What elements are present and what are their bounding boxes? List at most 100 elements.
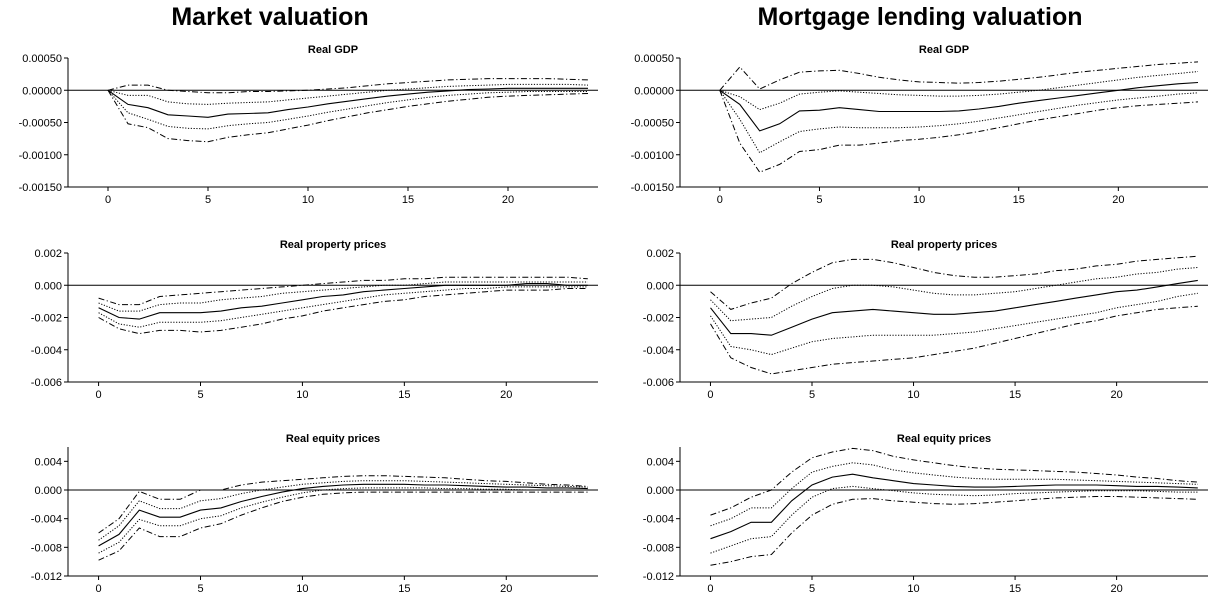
chart-panel-2: Real GDP 0.00050 0.00000 -0.00050 -0.00100 -0…: [631, 44, 1208, 206]
y-tick-label: 0.004: [34, 456, 62, 468]
x-tick-label: 10: [296, 389, 308, 401]
chart-panel-4: Real property prices 0.002 0.000 -0.002 -0.0…: [643, 239, 1208, 401]
series-upper-inner: [710, 462, 1198, 527]
series-lower-inner: [98, 487, 588, 554]
x-tick-label: 5: [205, 194, 211, 206]
y-tick-label: -0.004: [31, 345, 62, 357]
x-tick-label: 20: [500, 389, 512, 401]
series-upper-inner: [710, 267, 1198, 322]
x-tick-label: 15: [1013, 194, 1025, 206]
x-tick-label: 10: [907, 583, 919, 595]
column-title-left: Market valuation: [171, 3, 369, 31]
series-lower-outer: [710, 305, 1198, 375]
x-tick-label: 10: [907, 389, 919, 401]
series-upper-inner: [107, 83, 589, 105]
y-tick-label: 0.000: [646, 280, 674, 292]
series-estimate: [107, 87, 588, 118]
y-tick-label: -0.002: [643, 313, 674, 325]
x-tick-label: 0: [707, 389, 713, 401]
x-tick-label: 0: [96, 583, 102, 595]
series-upper-inner: [719, 71, 1199, 111]
x-tick-label: 20: [500, 583, 512, 595]
x-tick-label: 10: [296, 583, 308, 595]
x-tick-label: 20: [1110, 583, 1122, 595]
panel-title: Real GDP: [919, 44, 969, 56]
series-lower-inner: [107, 89, 588, 130]
series-lower-outer: [98, 491, 588, 561]
y-tick-label: -0.00100: [19, 150, 62, 162]
x-tick-label: 5: [197, 583, 203, 595]
panel-title: Real GDP: [308, 44, 358, 56]
series-lower-inner: [98, 286, 588, 328]
panel-title: Real equity prices: [286, 433, 380, 445]
y-tick-label: 0.00050: [634, 53, 674, 65]
y-tick-label: -0.012: [31, 571, 62, 583]
series-lower-inner: [710, 485, 1198, 554]
series-upper-outer: [98, 475, 588, 534]
x-tick-label: 15: [398, 583, 410, 595]
x-tick-label: 15: [1009, 583, 1021, 595]
chart-panel-3: Real property prices 0.002 0.000 -0.002 -0.0…: [31, 239, 598, 401]
series-upper-outer: [98, 276, 588, 306]
series-lower-outer: [107, 90, 589, 143]
chart-panel-1: Real GDP 0.00050 0.00000 -0.00050 -0.00100 -0…: [19, 44, 598, 206]
panel-title: Real equity prices: [897, 433, 991, 445]
x-tick-label: 20: [1110, 389, 1122, 401]
column-title-right: Mortgage lending valuation: [757, 3, 1083, 31]
series-estimate: [710, 473, 1198, 540]
series-upper-inner: [98, 281, 588, 312]
series-upper-inner: [98, 480, 588, 541]
y-tick-label: 0.000: [34, 485, 62, 497]
y-tick-label: 0.002: [646, 248, 674, 260]
panel-title: Real property prices: [891, 239, 997, 251]
x-tick-label: 5: [197, 389, 203, 401]
panel-title: Real property prices: [280, 239, 386, 251]
chart-panel-6: Real equity prices 0.004 0.000 -0.004 -0.008…: [643, 433, 1208, 595]
y-tick-label: 0.000: [646, 485, 674, 497]
series-upper-outer: [719, 61, 1199, 91]
y-tick-label: -0.00150: [631, 182, 674, 194]
x-tick-label: 10: [913, 194, 925, 206]
y-tick-label: -0.006: [31, 377, 62, 389]
x-tick-label: 15: [402, 194, 414, 206]
y-tick-label: -0.00050: [631, 118, 674, 130]
series-lower-outer: [710, 496, 1198, 566]
y-tick-label: 0.00000: [22, 85, 62, 97]
series-lower-inner: [710, 292, 1198, 356]
series-lower-inner: [719, 90, 1199, 154]
y-tick-label: -0.008: [31, 542, 62, 554]
y-tick-label: -0.002: [31, 313, 62, 325]
y-tick-label: -0.012: [643, 571, 674, 583]
series-estimate: [98, 283, 588, 320]
y-tick-label: -0.006: [643, 377, 674, 389]
x-tick-label: 5: [816, 194, 822, 206]
series-lower-outer: [719, 90, 1199, 173]
y-tick-label: 0.000: [34, 280, 62, 292]
y-tick-label: 0.00000: [634, 85, 674, 97]
y-tick-label: 0.002: [34, 248, 62, 260]
x-tick-label: 5: [809, 583, 815, 595]
y-tick-label: -0.008: [643, 542, 674, 554]
y-tick-label: 0.004: [646, 456, 674, 468]
x-tick-label: 20: [1112, 194, 1124, 206]
x-tick-label: 15: [1009, 389, 1021, 401]
chart-panel-5: Real equity prices 0.004 0.000 -0.004 -0.008…: [31, 433, 598, 595]
series-upper-outer: [710, 255, 1198, 310]
series-estimate: [710, 279, 1198, 336]
y-tick-label: -0.00100: [631, 150, 674, 162]
x-tick-label: 0: [96, 389, 102, 401]
y-tick-label: -0.00150: [19, 182, 62, 194]
x-tick-label: 0: [717, 194, 723, 206]
x-tick-label: 0: [707, 583, 713, 595]
y-tick-label: -0.004: [31, 514, 62, 526]
y-tick-label: -0.00050: [19, 118, 62, 130]
x-tick-label: 15: [398, 389, 410, 401]
y-tick-label: 0.00050: [22, 53, 62, 65]
series-estimate: [719, 81, 1199, 132]
y-tick-label: -0.004: [643, 345, 674, 357]
series-estimate: [98, 483, 588, 547]
x-tick-label: 5: [809, 389, 815, 401]
x-tick-label: 0: [105, 194, 111, 206]
x-tick-label: 20: [502, 194, 514, 206]
